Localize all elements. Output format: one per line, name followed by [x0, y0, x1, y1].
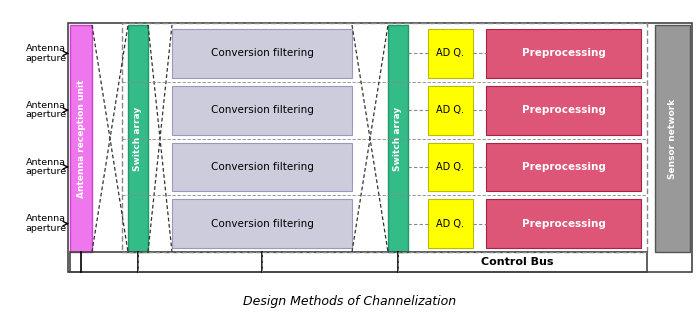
Text: Antenna
aperture: Antenna aperture	[25, 101, 66, 119]
Bar	[70, 25, 92, 252]
Bar	[655, 25, 690, 252]
Bar	[122, 23, 647, 252]
Bar	[486, 86, 641, 134]
Bar	[486, 29, 641, 78]
Text: Conversion filtering: Conversion filtering	[211, 105, 314, 115]
Bar	[486, 142, 641, 191]
Text: Antenna
aperture: Antenna aperture	[25, 157, 66, 176]
Text: Control Bus: Control Bus	[482, 257, 554, 267]
Text: AD Q.: AD Q.	[437, 48, 465, 58]
Text: Antenna
aperture: Antenna aperture	[25, 44, 66, 63]
Bar	[172, 29, 352, 78]
Text: Preprocessing: Preprocessing	[522, 219, 606, 228]
Text: Preprocessing: Preprocessing	[522, 48, 606, 58]
Text: AD Q.: AD Q.	[437, 219, 465, 228]
Text: Preprocessing: Preprocessing	[522, 105, 606, 115]
Text: Design Methods of Channelization: Design Methods of Channelization	[244, 295, 456, 308]
Text: Preprocessing: Preprocessing	[522, 162, 606, 172]
Text: AD Q.: AD Q.	[437, 162, 465, 172]
Text: Switch array: Switch array	[393, 106, 402, 171]
Bar	[172, 199, 352, 248]
Text: Conversion filtering: Conversion filtering	[211, 48, 314, 58]
Bar	[428, 199, 473, 248]
Bar	[428, 142, 473, 191]
Text: Antenna reception unit: Antenna reception unit	[76, 79, 85, 198]
Text: Conversion filtering: Conversion filtering	[211, 162, 314, 172]
Text: Conversion filtering: Conversion filtering	[211, 219, 314, 228]
Text: AD Q.: AD Q.	[437, 105, 465, 115]
Bar	[428, 86, 473, 134]
Bar	[68, 23, 692, 272]
Bar	[172, 142, 352, 191]
Text: Sensor network: Sensor network	[668, 98, 677, 179]
Bar	[70, 252, 647, 272]
Bar	[128, 25, 148, 252]
Text: Antenna
aperture: Antenna aperture	[25, 214, 66, 233]
Bar	[486, 199, 641, 248]
Bar	[428, 29, 473, 78]
Bar	[172, 86, 352, 134]
Bar	[388, 25, 408, 252]
Text: Switch array: Switch array	[134, 106, 143, 171]
